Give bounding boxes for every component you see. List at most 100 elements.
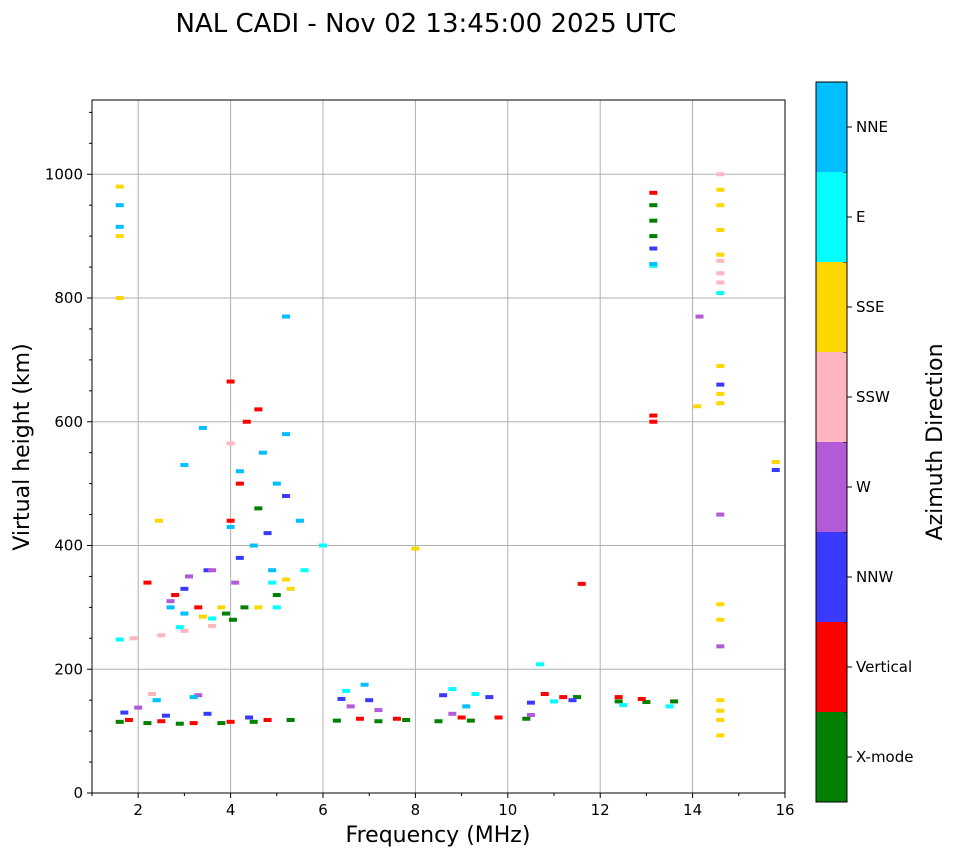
data-point-x-mode — [434, 719, 443, 724]
data-point-e — [536, 662, 545, 667]
data-point-e — [716, 291, 725, 296]
data-point-sse — [411, 546, 420, 551]
data-point-vertical — [649, 419, 658, 424]
data-point-vertical — [540, 692, 549, 696]
colorbar-tick-label: NNW — [856, 568, 893, 586]
data-point-nne — [235, 469, 244, 474]
data-point-sse — [716, 617, 725, 622]
data-point-sse — [286, 586, 295, 591]
data-point-vertical — [614, 695, 623, 700]
data-point-x-mode — [217, 721, 226, 726]
data-point-w — [166, 599, 175, 604]
data-point-vertical — [577, 581, 586, 586]
data-point-nne — [152, 698, 161, 703]
data-point-e — [268, 580, 277, 585]
colorbar-segment-e — [816, 172, 847, 262]
data-point-sse — [154, 518, 163, 523]
data-point-nnw — [263, 531, 272, 536]
data-point-w — [194, 693, 203, 698]
data-point-nne — [166, 605, 175, 610]
x-tick-label: 10 — [498, 801, 517, 819]
colorbar-tick-label: NNE — [856, 118, 888, 136]
data-point-x-mode — [254, 506, 263, 511]
data-point-vertical — [457, 715, 466, 720]
data-point-nnw — [337, 696, 346, 701]
data-point-vertical — [263, 717, 272, 722]
data-point-e — [208, 616, 217, 621]
data-point-x-mode — [374, 719, 383, 724]
data-point-x-mode — [466, 718, 475, 723]
y-tick-label: 0 — [73, 784, 83, 802]
data-point-sse — [716, 708, 725, 713]
colorbar: X-mode Vertical NNW W SSW SSE E NNE — [815, 81, 913, 803]
data-point-sse — [716, 364, 725, 369]
data-point-vertical — [355, 716, 364, 721]
colorbar-tick-label: SSE — [856, 298, 885, 316]
data-point-nnw — [649, 246, 658, 251]
data-point-sse — [716, 401, 725, 406]
data-point-ssw — [716, 258, 725, 263]
data-point-ssw — [716, 280, 725, 285]
data-point-x-mode — [649, 234, 658, 239]
data-point-nnw — [203, 568, 212, 573]
data-point-vertical — [143, 580, 152, 585]
data-point-nnw — [203, 711, 212, 716]
data-point-nnw — [235, 555, 244, 560]
data-point-vertical — [649, 413, 658, 418]
data-point-nne — [180, 611, 189, 616]
y-tick-label: 800 — [54, 289, 83, 307]
data-point-w — [231, 580, 240, 585]
colorbar-segment-sse — [816, 262, 847, 352]
data-point-sse — [217, 605, 226, 610]
data-point-vertical — [157, 719, 166, 724]
data-point-sse — [716, 252, 725, 257]
data-point-nne — [189, 695, 198, 700]
data-point-nnw — [568, 698, 577, 703]
data-point-nne — [249, 543, 258, 548]
data-point-x-mode — [573, 695, 582, 700]
data-point-x-mode — [522, 716, 531, 721]
data-point-nne — [272, 481, 281, 486]
data-point-x-mode — [649, 203, 658, 208]
colorbar-segment-vertical — [816, 622, 847, 712]
data-point-vertical — [494, 715, 503, 720]
data-point-vertical — [171, 593, 180, 597]
data-point-x-mode — [228, 617, 237, 622]
colorbar-tick-label: W — [856, 478, 871, 496]
colorbar-segment-x-mode — [816, 712, 847, 802]
data-point-w — [185, 574, 194, 579]
data-point-x-mode — [670, 699, 679, 704]
colorbar-tick-label: Vertical — [856, 658, 912, 676]
data-point-x-mode — [286, 717, 295, 722]
data-point-nnw — [161, 713, 170, 718]
x-tick-label: 6 — [318, 801, 328, 819]
data-point-ssw — [716, 271, 725, 276]
data-point-e — [175, 625, 184, 630]
data-point-x-mode — [240, 605, 249, 610]
data-point-nnw — [282, 494, 291, 498]
data-point-w — [526, 713, 535, 718]
chart-title: NAL CADI - Nov 02 13:45:00 2025 UTC — [176, 9, 677, 39]
data-point-sse — [693, 404, 702, 409]
data-point-vertical — [226, 719, 235, 724]
data-point-e — [115, 637, 124, 642]
colorbar-label: Azimuth Direction — [923, 343, 948, 540]
x-tick-label: 8 — [411, 801, 421, 819]
data-point-vertical — [254, 407, 263, 412]
colorbar-segment-ssw — [816, 352, 847, 442]
colorbar-segment-nnw — [816, 532, 847, 622]
data-point-x-mode — [115, 719, 124, 724]
data-point-sse — [716, 698, 725, 703]
data-point-vertical — [392, 716, 401, 721]
data-point-sse — [716, 733, 725, 738]
x-tick-label: 16 — [775, 801, 794, 819]
data-point-e — [342, 688, 351, 693]
data-point-sse — [115, 296, 124, 300]
data-point-x-mode — [332, 718, 341, 723]
data-point-ssw — [157, 633, 166, 638]
data-point-e — [665, 704, 674, 709]
data-point-nne — [258, 450, 267, 455]
data-point-w — [134, 705, 143, 710]
data-point-x-mode — [614, 699, 623, 704]
